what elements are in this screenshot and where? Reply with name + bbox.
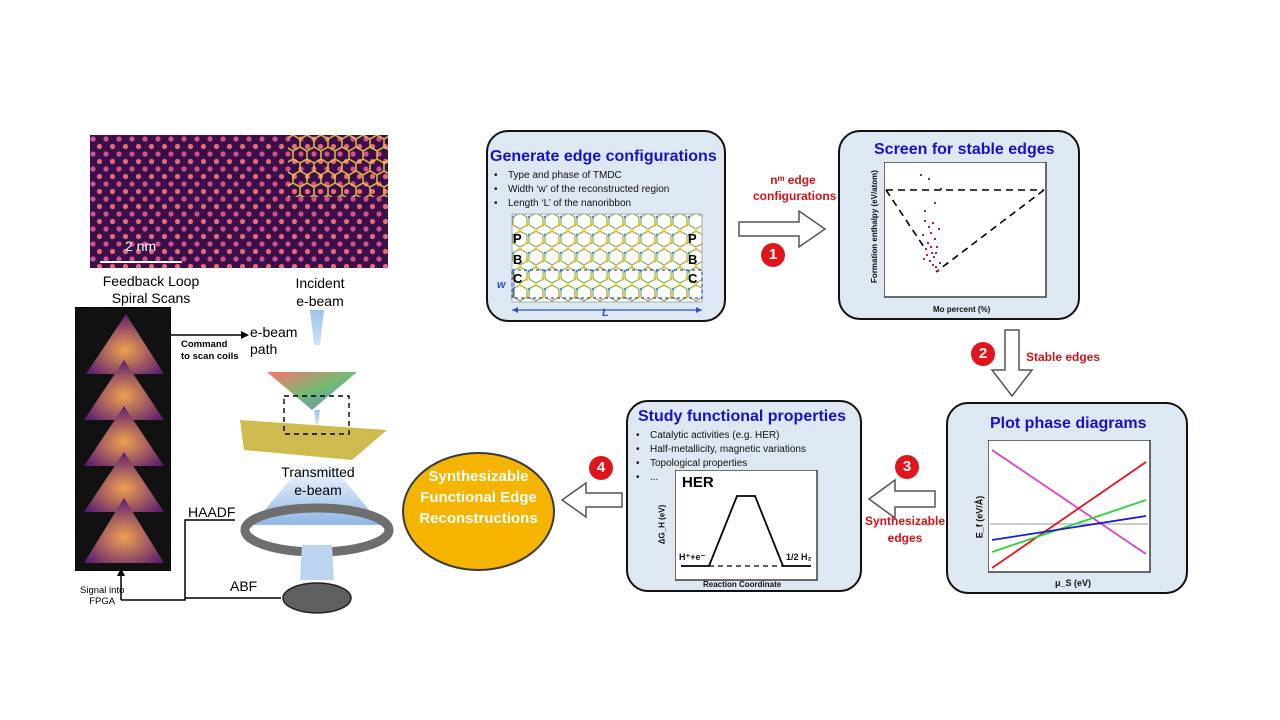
generate-bullet: Type and phase of TMDC [494, 170, 622, 181]
her-left-label: H⁺+e⁻ [679, 552, 706, 562]
functional-bullet: ... [635, 472, 658, 483]
row-letter-right: B [688, 252, 698, 267]
spiral-scans-panel [75, 307, 171, 571]
step1-label: nᵐ edge configurations [753, 173, 837, 203]
arrow-step-3 [867, 478, 936, 520]
nanoribbon-structure [511, 213, 703, 313]
row-letter-left: C [513, 271, 523, 286]
stem-image [90, 135, 388, 268]
scale-bar-label: 2 nm [125, 238, 157, 254]
step4-badge: 4 [589, 456, 613, 480]
width-label: w [497, 279, 506, 291]
generate-bullet: Width ‘w’ of the reconstructed region [494, 184, 669, 195]
her-title: HER [682, 474, 714, 491]
her-ylabel: ΔG_H (eV) [657, 504, 667, 545]
signal-label: Signal into FPGA [80, 585, 125, 607]
step2-label: Stable edges [1026, 350, 1101, 364]
generate-bullet: Length ‘L’ of the nanoribbon [494, 198, 631, 209]
her-right-label: 1/2 H₂ [786, 552, 812, 562]
command-label: Command to scan coils [181, 339, 239, 362]
spiral-scan-triangles [84, 314, 164, 563]
step3-badge: 3 [895, 455, 919, 479]
screen-xlabel: Mo percent (%) [933, 305, 991, 314]
screen-ylabel: Formation enthalpy (eV/atom) [869, 170, 879, 283]
haadf-label: HAADF [188, 504, 236, 520]
screen-scatter-plot [884, 162, 1047, 298]
transmitted-beam-label: Transmitted e-beam [281, 464, 355, 498]
step3-label: Synthesizable edges [864, 514, 946, 545]
phase-title: Plot phase diagrams [990, 415, 1147, 432]
arrow-step-1 [738, 209, 827, 249]
row-letter-right: C [688, 271, 698, 286]
phase-xlabel: μ_S (eV) [1055, 578, 1092, 588]
row-letter-right: P [688, 231, 697, 246]
beam-column [240, 310, 394, 614]
step2-badge: 2 [971, 342, 995, 366]
step1-badge: 1 [761, 243, 785, 267]
functional-bullet: Half-metallicity, magnetic variations [636, 444, 806, 455]
arrow-step-4 [560, 481, 623, 519]
ebeam-path-label: e-beam path [250, 324, 298, 357]
generate-title: Generate edge configurations [490, 148, 717, 165]
her-xlabel: Reaction Coordinate [703, 580, 782, 589]
row-letter-left: P [513, 231, 522, 246]
incident-beam-label: Incident e-beam [295, 275, 345, 309]
result-label: Synthesizable Functional Edge Reconstruc… [419, 468, 538, 527]
functional-title: Study functional properties [638, 408, 847, 425]
row-letter-left: B [513, 252, 523, 267]
abf-label: ABF [230, 578, 258, 594]
screen-title: Screen for stable edges [874, 141, 1055, 158]
functional-bullet: Catalytic activities (e.g. HER) [636, 430, 780, 441]
functional-bullet: Topological properties [636, 458, 747, 469]
arrow-step-2 [990, 329, 1034, 398]
length-label: L [602, 307, 609, 319]
feedback-loop-title: Feedback Loop Spiral Scans [102, 273, 200, 306]
result-ellipse [402, 452, 555, 571]
command-arrow [171, 331, 249, 339]
phase-diagram-plot [988, 440, 1151, 573]
lattice-pattern [90, 135, 388, 268]
signal-lines [117, 519, 281, 601]
phase-ylabel: E_f (eV/Å) [974, 495, 985, 539]
her-plot [675, 470, 818, 581]
